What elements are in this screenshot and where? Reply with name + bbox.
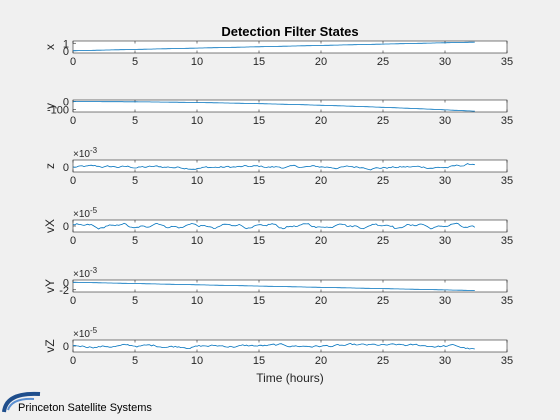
x-tick-label: 35 xyxy=(501,175,513,187)
x-tick-label: 0 xyxy=(70,175,76,187)
x-tick-label: 15 xyxy=(253,295,265,307)
x-tick-label: 0 xyxy=(70,56,76,68)
x-tick-label: 20 xyxy=(315,175,327,187)
x-tick-label: 10 xyxy=(191,115,203,127)
subplot-vx: 0 5 10 15 20 25 30 35 0 vX ×10-5 xyxy=(43,206,513,247)
x-tick-label: 15 xyxy=(253,56,265,68)
x-tick-label: 0 xyxy=(70,355,76,367)
x-tick-label: 25 xyxy=(377,235,389,247)
x-tick-label: 25 xyxy=(377,175,389,187)
x-tick-label: 25 xyxy=(377,56,389,68)
y-tick-label: -2 xyxy=(59,285,69,297)
x-tick-label: 35 xyxy=(501,115,513,127)
subplot-vz: 0 5 10 15 20 25 30 35 0 vZ ×10-5 xyxy=(43,326,513,367)
y-tick-label: 0 xyxy=(63,341,69,353)
x-tick-label: 15 xyxy=(253,115,265,127)
company-logo: Princeton Satellite Systems xyxy=(2,391,152,414)
x-tick-label: 30 xyxy=(439,355,451,367)
y-tick-label: -100 xyxy=(47,105,69,117)
chart-title: Detection Filter States xyxy=(221,24,358,39)
x-tick-label: 25 xyxy=(377,295,389,307)
x-tick-label: 10 xyxy=(191,56,203,68)
x-tick-label: 5 xyxy=(132,295,138,307)
x-tick-label: 25 xyxy=(377,115,389,127)
x-tick-label: 30 xyxy=(439,295,451,307)
x-tick-label: 0 xyxy=(70,235,76,247)
x-tick-label: 20 xyxy=(315,56,327,68)
x-tick-label: 0 xyxy=(70,115,76,127)
series-line-vy xyxy=(73,281,475,291)
y-tick-label: 0 xyxy=(63,97,69,109)
series-line-z xyxy=(72,163,475,171)
series-line-y xyxy=(73,101,475,112)
x-tick-label: 30 xyxy=(439,56,451,68)
y-exponent-label: ×10-3 xyxy=(73,266,98,280)
y-axis-label: vZ xyxy=(43,339,57,352)
y-tick-label: 0 xyxy=(63,277,69,289)
x-tick-label: 35 xyxy=(501,355,513,367)
y-axis-label: x xyxy=(43,44,57,50)
y-exponent-label: ×10-5 xyxy=(73,206,98,220)
x-tick-label: 15 xyxy=(253,235,265,247)
y-tick-label: 0 xyxy=(63,162,69,174)
x-tick-label: 35 xyxy=(501,235,513,247)
x-tick-label: 30 xyxy=(439,115,451,127)
x-tick-label: 15 xyxy=(253,175,265,187)
x-tick-label: 5 xyxy=(132,355,138,367)
x-tick-label: 10 xyxy=(191,175,203,187)
x-tick-label: 20 xyxy=(315,235,327,247)
company-name: Princeton Satellite Systems xyxy=(18,402,152,414)
x-axis-label: Time (hours) xyxy=(256,371,324,385)
y-axis-label: y xyxy=(43,103,57,109)
y-tick-label: 0 xyxy=(63,221,69,233)
x-tick-label: 10 xyxy=(191,295,203,307)
y-exponent-label: ×10-3 xyxy=(73,146,98,160)
x-tick-label: 35 xyxy=(501,56,513,68)
x-tick-label: 15 xyxy=(253,355,265,367)
x-tick-label: 10 xyxy=(191,355,203,367)
y-tick-label: 1 xyxy=(63,38,69,50)
series-line-vz xyxy=(72,342,475,350)
x-tick-label: 20 xyxy=(315,355,327,367)
x-tick-label: 20 xyxy=(315,295,327,307)
x-tick-label: 5 xyxy=(132,115,138,127)
y-axis-label: z xyxy=(43,163,57,169)
x-tick-label: 30 xyxy=(439,235,451,247)
x-tick-label: 5 xyxy=(132,235,138,247)
x-tick-label: 20 xyxy=(315,115,327,127)
x-tick-label: 10 xyxy=(191,235,203,247)
axes-box xyxy=(72,99,508,113)
logo-swoosh-inner xyxy=(7,397,35,411)
series-line-x xyxy=(72,41,475,52)
x-tick-label: 5 xyxy=(132,175,138,187)
x-tick-label: 5 xyxy=(132,56,138,68)
x-tick-label: 25 xyxy=(377,355,389,367)
subplot-vy: 0 5 10 15 20 25 30 35 0-2vY ×10-3 xyxy=(43,266,513,307)
y-axis-label: vX xyxy=(43,219,57,233)
x-tick-label: 35 xyxy=(501,295,513,307)
y-axis-label: vY xyxy=(43,279,57,293)
x-tick-label: 30 xyxy=(439,175,451,187)
y-tick-label: 0 xyxy=(63,46,69,58)
x-tick-label: 0 xyxy=(70,295,76,307)
series-line-vx xyxy=(72,222,476,230)
y-exponent-label: ×10-5 xyxy=(73,326,98,340)
logo-swoosh-outer xyxy=(2,391,41,413)
